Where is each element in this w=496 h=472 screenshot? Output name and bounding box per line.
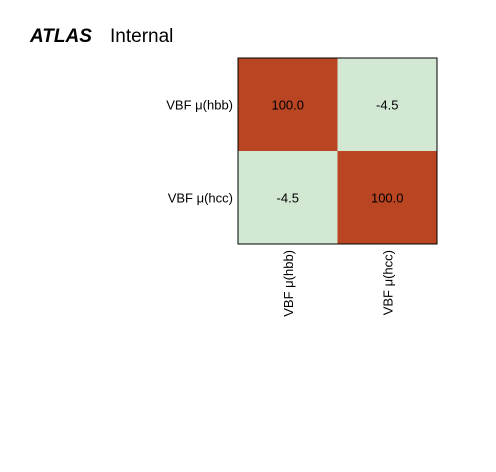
heatmap-cell — [337, 151, 437, 244]
internal-label: Internal — [110, 26, 173, 47]
heatmap-cell-labels: 100.0 -4.5 -4.5 100.0 — [271, 98, 403, 206]
cell-value-label: -4.5 — [277, 191, 299, 206]
x-axis-labels: VBF μ(hbb) VBF μ(hcc) — [281, 250, 396, 317]
heatmap-cell — [337, 58, 437, 151]
y-axis-labels: VBF μ(hbb) VBF μ(hcc) — [166, 98, 233, 206]
heatmap-cells — [238, 58, 437, 244]
cell-value-label: 100.0 — [371, 191, 404, 206]
y-tick-label: VBF μ(hcc) — [168, 191, 233, 206]
cell-value-label: 100.0 — [271, 98, 304, 113]
atlas-label: ATLAS — [29, 26, 92, 47]
plot-frame — [237, 57, 438, 245]
heatmap-cell — [238, 151, 338, 244]
cell-value-label: -4.5 — [376, 98, 398, 113]
y-tick-label: VBF μ(hbb) — [166, 98, 233, 113]
x-tick-label: VBF μ(hbb) — [281, 250, 296, 317]
heatmap-cell — [238, 58, 338, 151]
x-tick-label: VBF μ(hcc) — [380, 250, 395, 315]
